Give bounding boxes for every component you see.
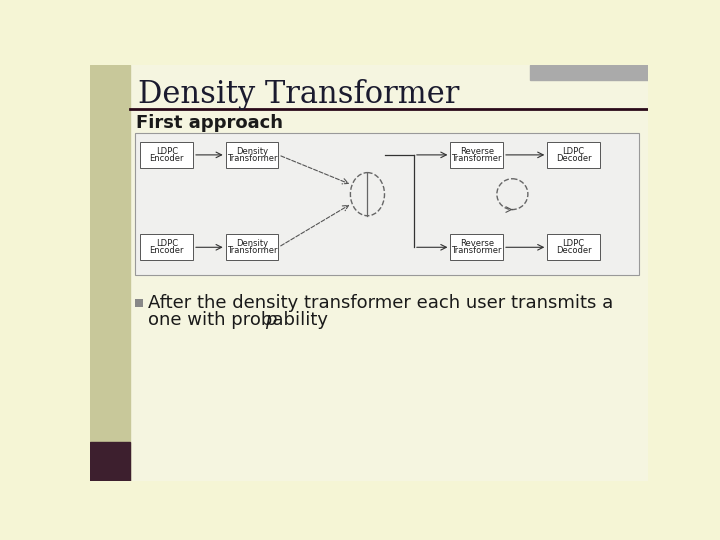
Bar xyxy=(90,65,130,481)
Bar xyxy=(90,442,130,481)
Text: LDPC: LDPC xyxy=(156,239,178,248)
Text: Density Transformer: Density Transformer xyxy=(138,78,459,110)
Bar xyxy=(451,142,503,168)
Text: Transformer: Transformer xyxy=(227,154,277,163)
Text: Decoder: Decoder xyxy=(556,154,591,163)
Text: Reverse: Reverse xyxy=(459,147,494,156)
Bar xyxy=(530,65,648,80)
Bar xyxy=(140,234,193,260)
Text: one with probability: one with probability xyxy=(148,312,334,329)
Text: Transformer: Transformer xyxy=(227,246,277,255)
Bar xyxy=(547,142,600,168)
Text: LDPC: LDPC xyxy=(156,147,178,156)
Text: LDPC: LDPC xyxy=(562,239,585,248)
Bar xyxy=(135,132,639,275)
Text: Decoder: Decoder xyxy=(556,246,591,255)
Text: Encoder: Encoder xyxy=(150,154,184,163)
Text: Density: Density xyxy=(236,239,268,248)
Text: Reverse: Reverse xyxy=(459,239,494,248)
Text: Transformer: Transformer xyxy=(451,246,502,255)
Bar xyxy=(451,234,503,260)
Bar xyxy=(225,142,279,168)
Text: Transformer: Transformer xyxy=(451,154,502,163)
Bar xyxy=(547,234,600,260)
Bar xyxy=(140,142,193,168)
Bar xyxy=(225,234,279,260)
Text: Encoder: Encoder xyxy=(150,246,184,255)
Bar xyxy=(135,299,143,307)
Text: First approach: First approach xyxy=(137,113,284,132)
Text: Density: Density xyxy=(236,147,268,156)
Text: p: p xyxy=(265,312,276,329)
Text: After the density transformer each user transmits a: After the density transformer each user … xyxy=(148,294,613,313)
Text: LDPC: LDPC xyxy=(562,147,585,156)
